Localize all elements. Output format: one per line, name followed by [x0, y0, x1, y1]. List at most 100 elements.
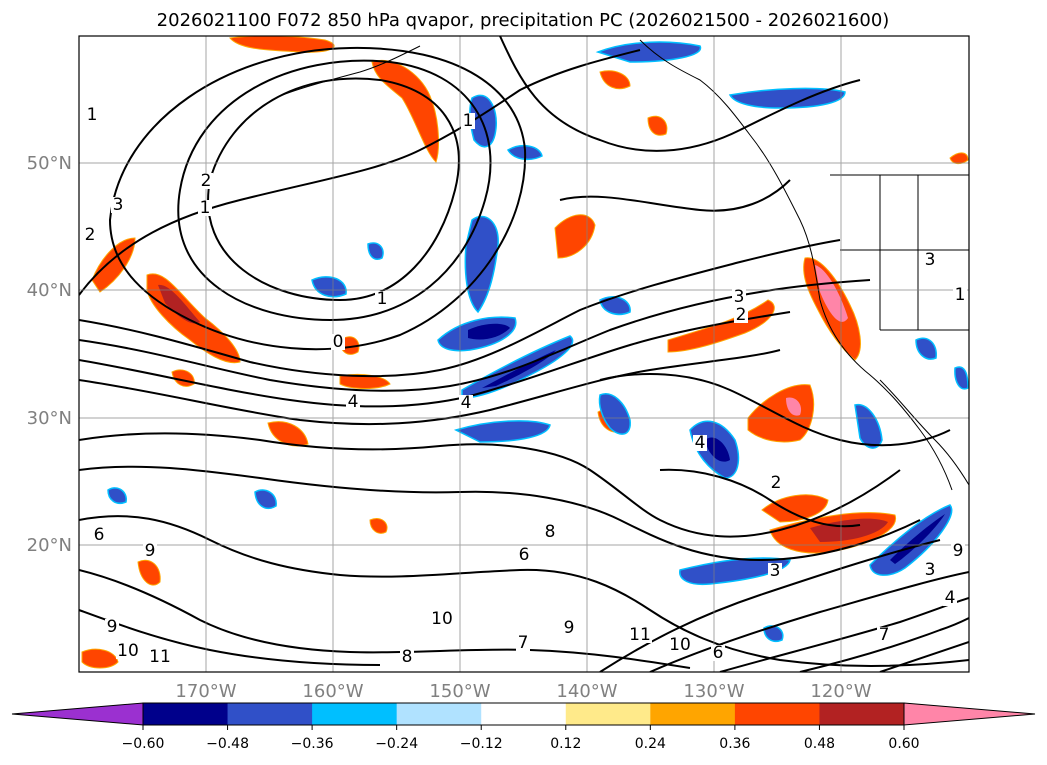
- contour-line: [79, 515, 969, 667]
- negative-precip-feature: [595, 41, 702, 63]
- state-border: [840, 175, 969, 331]
- map-frame: [78, 35, 970, 673]
- positive-precip-feature: [747, 384, 815, 443]
- contour-line: [79, 239, 841, 378]
- contour-line: [207, 77, 460, 302]
- colorbar-tick-label: 0.48: [804, 736, 835, 752]
- colorbar-tick-label: 0.24: [635, 736, 666, 752]
- coastline: [879, 379, 969, 486]
- colorbar-segment: [227, 703, 313, 725]
- contour-label: 8: [402, 647, 413, 667]
- negative-precip-feature: [311, 276, 347, 298]
- contour-label-backing: [198, 200, 212, 216]
- longitude-label: 130°W: [683, 681, 744, 702]
- contour-label-backing: [346, 394, 360, 410]
- positive-precip-feature: [599, 70, 631, 90]
- colorbar-segment: [481, 703, 567, 725]
- contour-label-backing: [517, 547, 531, 563]
- negative-precip-feature: [367, 242, 384, 260]
- colorbar-segment: [396, 703, 482, 725]
- contour-label-backing: [516, 635, 530, 651]
- contour-label-backing: [92, 527, 106, 543]
- contour-label: 1: [463, 111, 474, 131]
- contour-label: 1: [87, 105, 98, 125]
- map-gridlines: [79, 36, 969, 672]
- positive-precip-feature: [554, 214, 596, 259]
- contour-label-backing: [923, 562, 937, 578]
- negative-precip-feature: [954, 366, 969, 390]
- contour-label-backing: [543, 524, 557, 540]
- contour-label: 3: [925, 250, 936, 270]
- colorbar-segment: [565, 703, 651, 725]
- contour-label: 2: [201, 171, 212, 191]
- contour-label: 6: [713, 643, 724, 663]
- contour-label-backing: [951, 543, 965, 559]
- contour-line: [879, 641, 969, 672]
- contour-line: [79, 465, 921, 562]
- colorbar-tick-label: −0.24: [375, 736, 418, 752]
- negative-precip-feature: [598, 393, 631, 435]
- colorbar-tick-label: −0.36: [291, 736, 334, 752]
- negative-precip-feature: [254, 489, 277, 510]
- positive-precip-feature: [647, 115, 668, 136]
- contour-label: 1: [955, 285, 966, 305]
- colorbar-segment: [650, 703, 736, 725]
- contour-label-backing: [732, 289, 746, 305]
- contour-label-backing: [111, 197, 125, 213]
- contour-label-backing: [83, 227, 97, 243]
- contour-label: 4: [695, 433, 706, 453]
- contour-label-backing: [711, 645, 725, 661]
- contour-label-backing: [769, 475, 783, 491]
- contour-line: [79, 569, 691, 669]
- contour-line: [79, 432, 901, 538]
- negative-precip-feature: [915, 337, 937, 360]
- contour-line: [79, 49, 641, 296]
- positive-precip-feature: [949, 152, 969, 165]
- contour-label: 10: [117, 641, 139, 661]
- longitude-label: 120°W: [810, 681, 871, 702]
- longitude-label: 140°W: [556, 681, 617, 702]
- positive-precip-feature: [369, 518, 388, 534]
- colorbar-extend-high: [903, 702, 1036, 726]
- longitude-label: 170°W: [175, 681, 236, 702]
- contour-line: [79, 349, 781, 426]
- contour-label: 4: [348, 392, 359, 412]
- contour-label: 9: [145, 541, 156, 561]
- colorbar-segment: [734, 703, 820, 725]
- figure-title: 2026021100 F072 850 hPa qvapor, precipit…: [157, 10, 890, 31]
- contour-label-backing: [562, 620, 576, 636]
- contour-label-backing: [116, 643, 140, 659]
- colorbar-extend-low: [11, 702, 144, 726]
- longitude-label: 160°W: [302, 681, 363, 702]
- contour-label-backing: [734, 307, 748, 323]
- contour-label: 7: [518, 633, 529, 653]
- contour-line: [108, 46, 527, 351]
- contour-label-backing: [768, 563, 782, 579]
- contour-label-backing: [668, 637, 692, 653]
- colorbar-tick-label: 0.12: [550, 736, 581, 752]
- positive-precip-feature: [137, 559, 161, 586]
- contour-label: 2: [736, 305, 747, 325]
- contour-line: [799, 617, 969, 672]
- contour-label: 2: [771, 473, 782, 493]
- positive-precip-feature: [146, 273, 241, 364]
- contour-label-backing: [143, 543, 157, 559]
- contour-label-backing: [459, 395, 473, 411]
- coastline: [279, 45, 421, 97]
- contour-label-backing: [877, 627, 891, 643]
- contour-label: 1: [200, 198, 211, 218]
- contour-label: 0: [333, 332, 344, 352]
- contour-label: 3: [770, 561, 781, 581]
- positive-precip-feature: [371, 60, 439, 163]
- contour-label: 6: [94, 525, 105, 545]
- contour-label: 3: [925, 560, 936, 580]
- contour-label-backing: [400, 649, 414, 665]
- contour-label: 11: [149, 647, 171, 667]
- colorbar-segment: [143, 703, 229, 725]
- contour-line: [79, 279, 871, 392]
- contour-label-backing: [199, 173, 213, 189]
- contour-label-backing: [375, 291, 389, 307]
- colorbar-segment: [312, 703, 398, 725]
- positive-precip-feature: [267, 421, 309, 447]
